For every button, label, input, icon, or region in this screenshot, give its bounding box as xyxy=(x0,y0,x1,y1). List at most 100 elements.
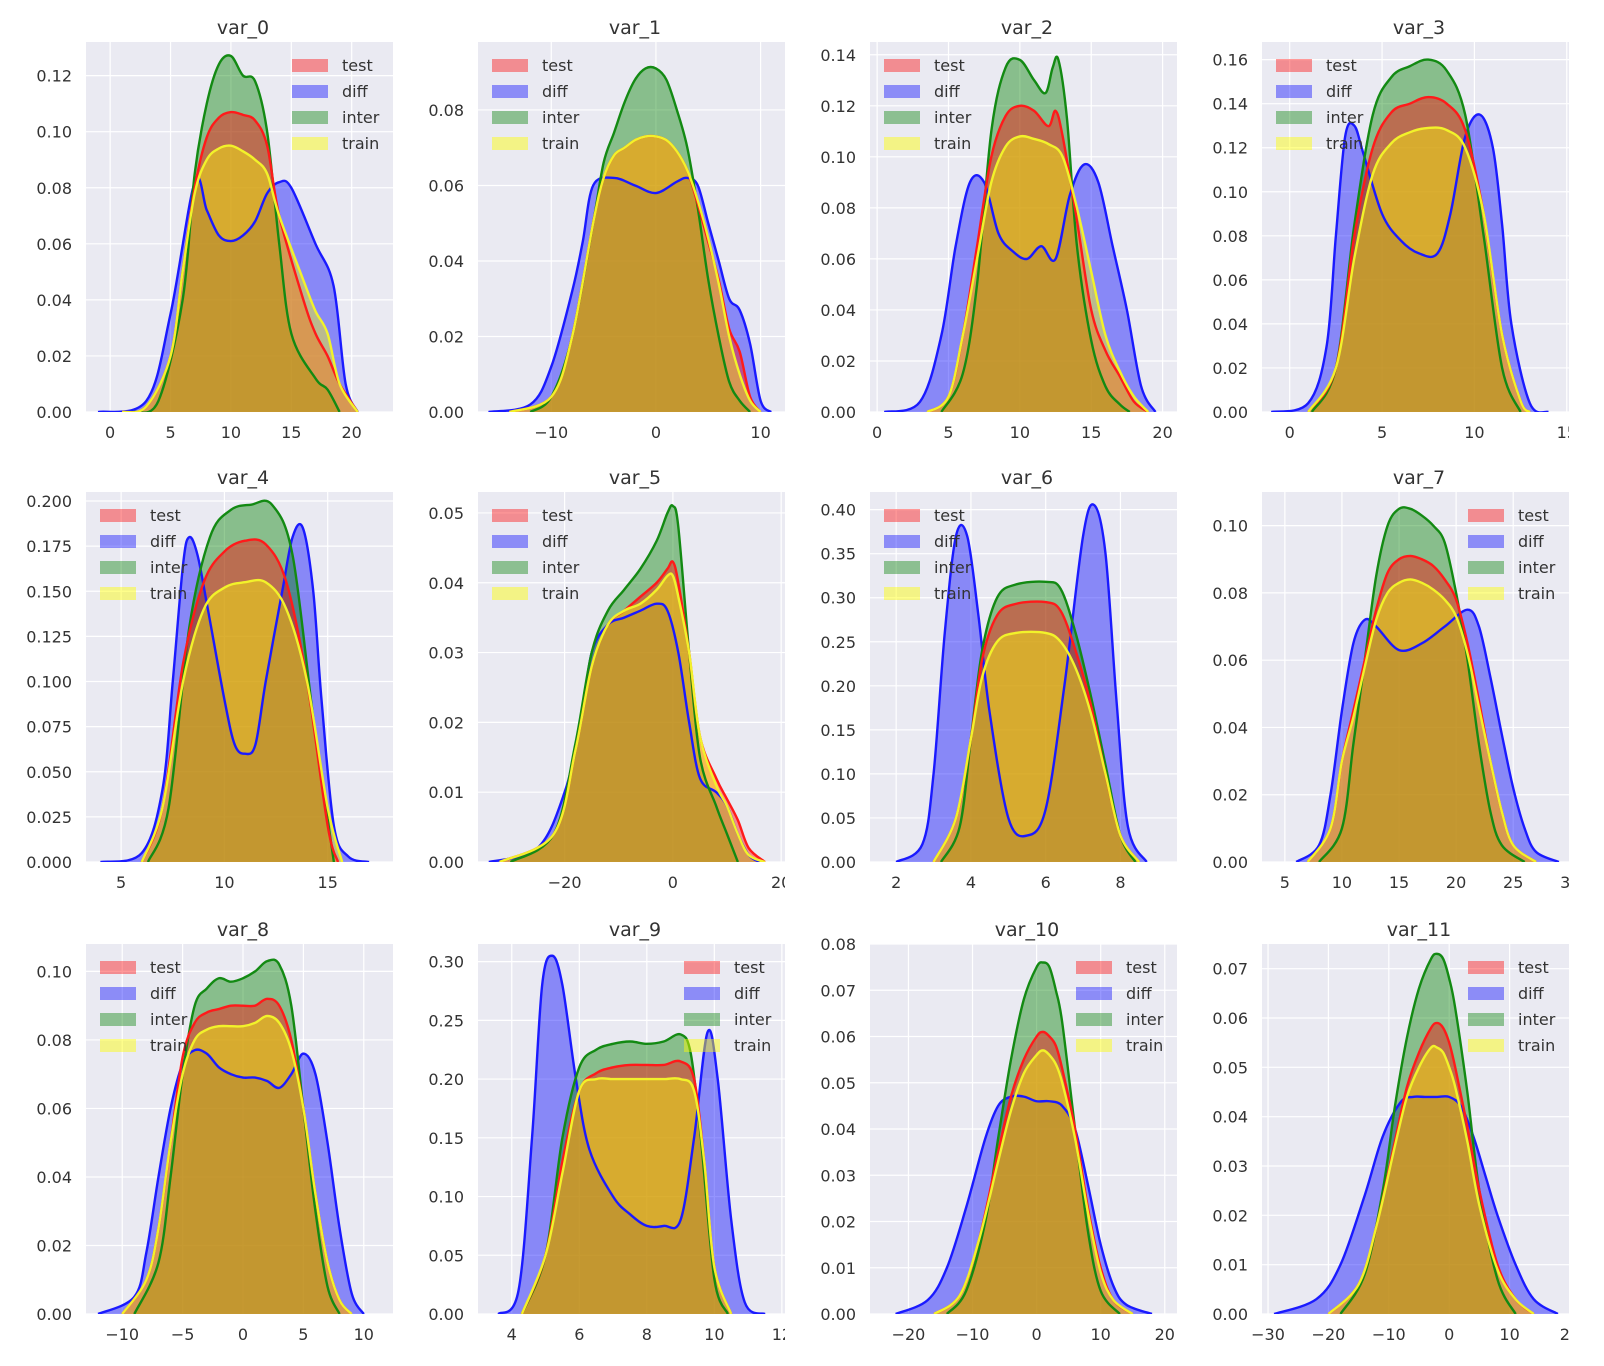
legend: test diff inter train xyxy=(492,506,580,603)
x-tick-label: 5 xyxy=(116,873,126,892)
x-tick-label: 4 xyxy=(966,873,976,892)
y-tick-label: 0.04 xyxy=(428,252,464,271)
legend-swatch-test xyxy=(492,509,528,522)
series-train-line xyxy=(1327,1044,1535,1314)
x-tick-label: 0 xyxy=(1032,1325,1042,1344)
legend-label-diff: diff xyxy=(542,532,569,551)
subplot-var-1: −10 0 10 0.00 0.02 0.04 0.06 0.08 var_1 test diff i… xyxy=(392,0,785,450)
y-tick-label: 0.10 xyxy=(36,962,72,981)
y-tick-label: 0.20 xyxy=(820,677,856,696)
legend-swatch-diff xyxy=(492,535,528,548)
y-tick-label: 0.08 xyxy=(820,935,856,954)
y-tick-label: 0.04 xyxy=(36,1168,72,1187)
series-group xyxy=(895,961,1153,1314)
y-tick-label: 0.02 xyxy=(36,347,72,366)
series-train-line xyxy=(499,572,766,862)
legend-label-inter: inter xyxy=(1126,1010,1164,1029)
y-tick-label: 0.06 xyxy=(36,235,72,254)
y-tick-label: 0.16 xyxy=(1212,51,1248,70)
y-tick-label: 0.100 xyxy=(26,673,72,692)
series-train-line xyxy=(933,1049,1134,1314)
legend-label-diff: diff xyxy=(342,82,369,101)
y-tick-label: 0.12 xyxy=(1212,139,1248,158)
y-tick-label: 0.10 xyxy=(1212,183,1248,202)
legend-swatch-diff xyxy=(884,535,920,548)
legend-swatch-inter xyxy=(100,1013,136,1026)
series-train-line xyxy=(121,144,359,412)
series-train-area xyxy=(141,580,343,862)
x-tick-label: 10 xyxy=(1010,423,1030,442)
legend-label-inter: inter xyxy=(934,558,972,577)
legend-label-diff: diff xyxy=(1326,82,1353,101)
legend-swatch-train xyxy=(1468,587,1504,600)
legend-swatch-diff xyxy=(492,85,528,98)
legend-swatch-test xyxy=(100,509,136,522)
series-train-line xyxy=(508,134,762,412)
axes-background xyxy=(478,944,785,1314)
series-train-area xyxy=(934,1050,1133,1314)
x-tick-label: −20 xyxy=(892,1325,926,1344)
x-tick-label: 20 xyxy=(1155,1325,1175,1344)
legend-label-train: train xyxy=(542,134,579,153)
y-tick-label: 0.02 xyxy=(428,327,464,346)
legend-swatch-diff xyxy=(884,85,920,98)
x-tick-label: −10 xyxy=(956,1325,990,1344)
subplot-var-3: 0 5 10 15 0.00 0.02 0.04 0.06 0.08 0.10 0.12 0.14 0.… xyxy=(1176,0,1569,450)
series-train-area xyxy=(122,145,358,412)
chart-svg: 2 4 6 8 0.00 0.05 0.10 0.15 0.20 0.25 0.30 0.35 0.40… xyxy=(820,467,1177,892)
legend-swatch-test xyxy=(1076,961,1112,974)
legend: test diff inter train xyxy=(884,56,972,153)
series-group xyxy=(497,954,766,1314)
x-tick-label: 10 xyxy=(1464,423,1484,442)
series-train-line xyxy=(121,1014,353,1314)
y-tick-label: 0.06 xyxy=(1212,1009,1248,1028)
y-tick-label: 0.20 xyxy=(428,1070,464,1089)
legend: test diff inter train xyxy=(292,56,380,153)
legend-swatch-inter xyxy=(492,111,528,124)
series-diff-area xyxy=(884,164,1156,412)
legend-swatch-train xyxy=(292,137,328,150)
legend-label-test: test xyxy=(150,506,181,525)
x-tick-label: 30 xyxy=(1560,873,1569,892)
legend-swatch-train xyxy=(492,137,528,150)
x-tick-label: 8 xyxy=(1115,873,1125,892)
x-tick-label: 20 xyxy=(342,423,362,442)
series-train-line xyxy=(520,1077,733,1314)
x-tick-label: 20 xyxy=(1446,873,1466,892)
legend-swatch-inter xyxy=(1076,1013,1112,1026)
series-diff-line xyxy=(100,523,370,862)
y-tick-label: 0.150 xyxy=(26,582,72,601)
y-tick-label: 0.00 xyxy=(428,403,464,422)
series-group xyxy=(488,504,766,862)
y-tick-label: 0.04 xyxy=(820,1120,856,1139)
legend-swatch-inter xyxy=(684,1013,720,1026)
x-tick-label: −10 xyxy=(105,1325,139,1344)
legend-swatch-test xyxy=(684,961,720,974)
y-tick-label: 0.05 xyxy=(428,504,464,523)
legend-label-train: train xyxy=(734,1036,771,1055)
legend-swatch-inter xyxy=(292,111,328,124)
series-group xyxy=(97,958,365,1314)
legend-label-test: test xyxy=(542,506,573,525)
legend: test diff inter train xyxy=(684,958,772,1055)
subplot-var-0: 0 5 10 15 20 0.00 0.02 0.04 0.06 0.08 0.10 0.12 var_… xyxy=(0,0,393,450)
legend-swatch-inter xyxy=(1276,111,1312,124)
y-tick-label: 0.050 xyxy=(26,763,72,782)
legend-label-inter: inter xyxy=(542,108,580,127)
y-tick-label: 0.08 xyxy=(1212,584,1248,603)
legend-label-diff: diff xyxy=(934,82,961,101)
y-tick-label: 0.04 xyxy=(1212,1108,1248,1127)
y-tick-label: 0.06 xyxy=(36,1099,72,1118)
legend-swatch-inter xyxy=(492,561,528,574)
x-tick-label: 5 xyxy=(1280,873,1290,892)
legend-label-inter: inter xyxy=(150,558,188,577)
legend-label-inter: inter xyxy=(150,1010,188,1029)
series-inter-area xyxy=(946,962,1120,1314)
y-tick-label: 0.12 xyxy=(820,97,856,116)
legend-label-inter: inter xyxy=(734,1010,772,1029)
x-tick-label: 20 xyxy=(1560,1325,1569,1344)
legend-label-test: test xyxy=(934,506,965,525)
chart-svg: −30 −20 −10 0 10 20 0.00 0.01 0.02 0.03 0.04 0.05 0.… xyxy=(1212,919,1569,1344)
